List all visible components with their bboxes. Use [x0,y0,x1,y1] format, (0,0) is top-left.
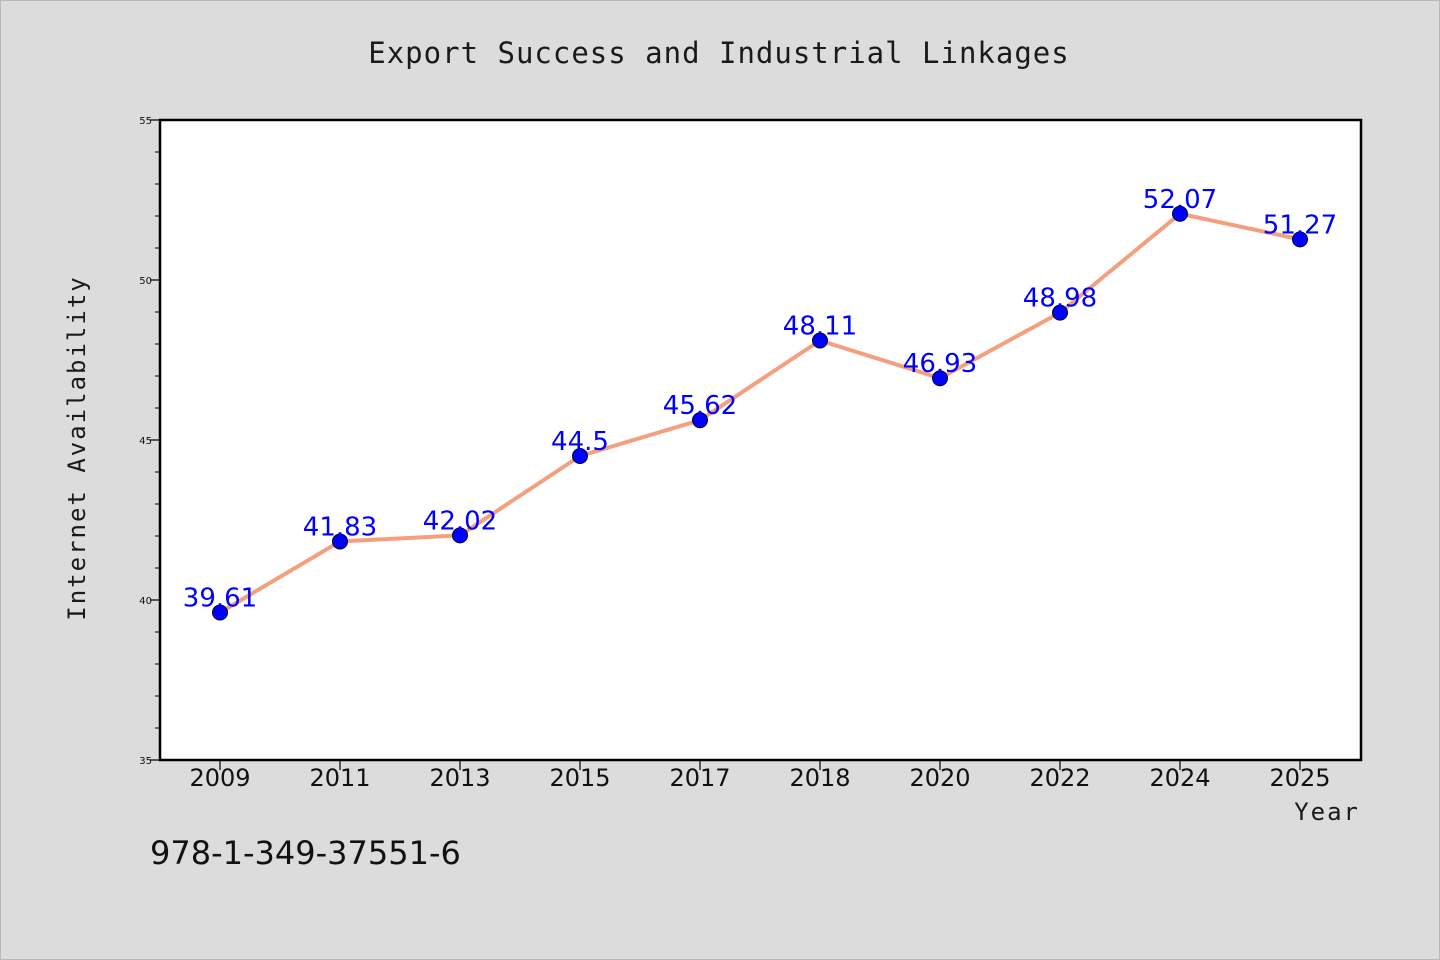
x-tick-label: 2022 [1029,764,1090,792]
data-point [932,370,948,387]
y-tick-label: 50 [139,276,152,287]
data-label: 39.61 [183,583,257,613]
series-layer [212,205,1308,621]
data-label: 41.83 [303,512,377,542]
data-label: 48.11 [783,311,857,341]
data-point [1292,231,1308,248]
x-tick-label: 2015 [549,764,610,792]
y-tick-label: 55 [139,116,152,127]
y-tick-label: 40 [139,596,152,607]
data-label: 45.62 [663,391,737,421]
data-label: 48.98 [1023,284,1097,314]
x-tick-label: 2009 [189,764,250,792]
chart-title: Export Success and Industrial Linkages [368,36,1069,70]
data-point [692,412,708,429]
x-tick-label: 2020 [909,764,970,792]
x-axis-label: Year [1294,798,1360,826]
data-point [812,332,828,349]
data-label-layer: 39.61 41.83 42.02 44.5 45.62 48.11 46.93 48.98 5… [183,185,1337,614]
data-point [1172,205,1188,222]
data-point [572,448,588,464]
x-tick-label: 2011 [309,764,370,792]
y-tick-label: 35 [139,756,152,767]
data-point [212,604,228,621]
series-line [218,211,1301,615]
data-point [332,533,348,550]
x-tick-label: 2013 [429,764,490,792]
data-label: 52.07 [1143,185,1217,215]
data-point [1052,304,1068,321]
data-label: 46.93 [903,349,977,379]
data-label: 42.02 [423,506,497,536]
data-label: 51.27 [1263,210,1337,240]
data-label: 44.5 [551,427,609,457]
x-axis: 2009 2011 2013 2015 2017 2018 2020 2022 2024 2025 [189,760,1331,792]
x-tick-label: 2017 [669,764,730,792]
y-tick-label: 45 [139,436,152,447]
x-tick-label: 2025 [1269,764,1330,792]
x-tick-label: 2018 [789,764,850,792]
x-tick-label: 2024 [1149,764,1210,792]
y-axis: 35 40 45 50 55 [139,116,160,767]
y-axis-label: Internet Availability [63,275,91,620]
plot-area [158,118,1363,762]
footer-code: 978-1-349-37551-6 [150,834,461,872]
data-point [452,527,468,544]
